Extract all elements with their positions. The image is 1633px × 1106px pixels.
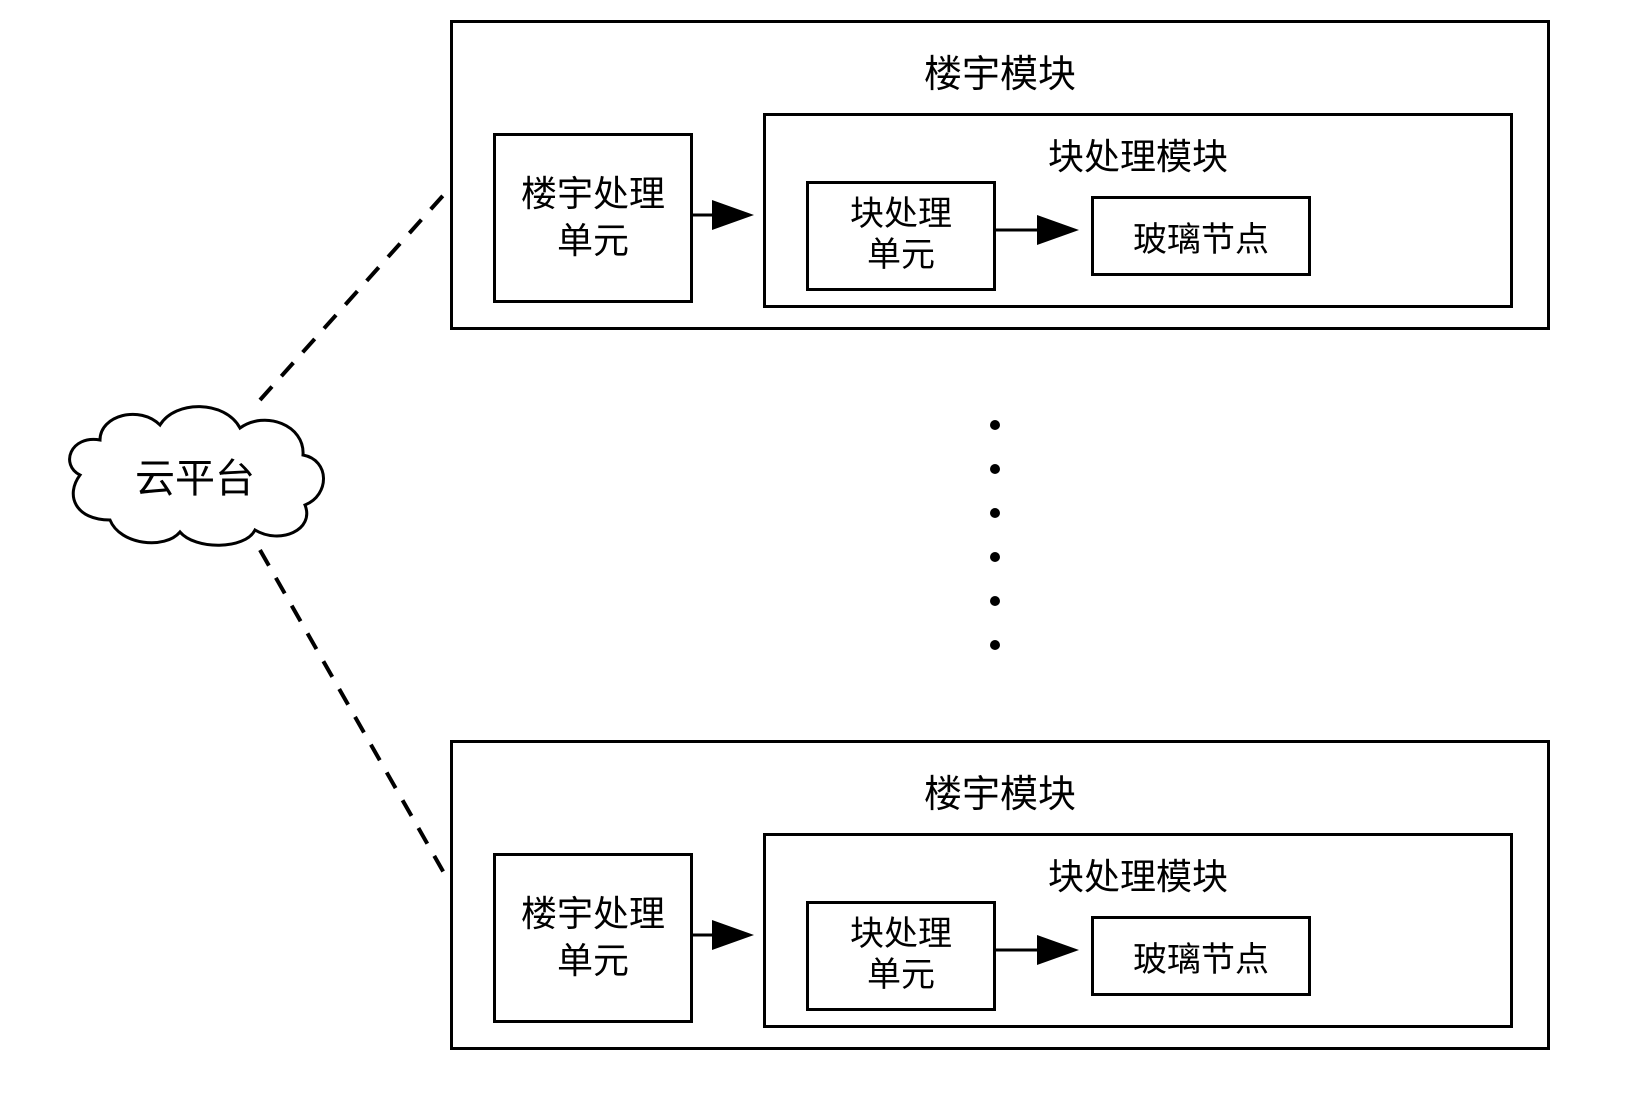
arrow-proc-to-block-top	[0, 0, 1633, 1106]
vertical-ellipsis	[990, 420, 1000, 650]
